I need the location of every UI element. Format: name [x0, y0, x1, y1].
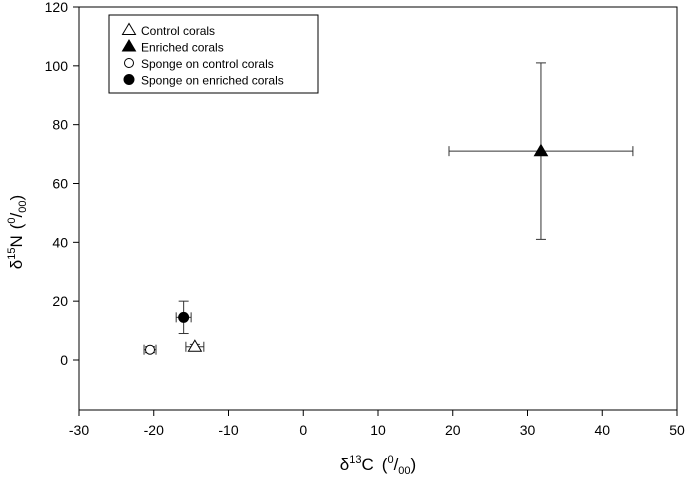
legend-marker-circle-open — [124, 58, 134, 68]
legend-box — [108, 14, 319, 94]
y-tick-label: 60 — [52, 175, 68, 191]
data-point-triangle-filled — [533, 143, 549, 157]
series-2 — [143, 344, 157, 355]
series-1 — [448, 62, 634, 240]
data-point-circle-open — [145, 344, 156, 355]
y-label-element: N — [7, 235, 26, 247]
y-label-slash: / — [7, 212, 26, 217]
y-tick-label: 0 — [60, 352, 68, 368]
legend-label: Sponge on enriched corals — [141, 74, 284, 88]
x-tick-label: 40 — [594, 422, 610, 438]
series-0 — [185, 339, 205, 352]
legend-marker-circle-filled — [123, 74, 135, 85]
x-axis-label: δ13C (0/00) — [340, 454, 416, 477]
legend-label: Enriched corals — [141, 41, 224, 55]
x-tick-label: -20 — [144, 422, 164, 438]
y-axis-label: δ15N(0/00) — [6, 195, 29, 269]
y-tick-label: 20 — [52, 293, 68, 309]
x-tick-label: 0 — [299, 422, 307, 438]
y-label-unit-sub: 00 — [17, 200, 29, 212]
x-label-unit-sup: 0 — [387, 454, 393, 466]
data-point-triangle-open — [187, 339, 203, 352]
x-label-slash: / — [394, 455, 399, 474]
legend-label: Sponge on control corals — [141, 57, 274, 71]
legend-item: Control corals — [121, 22, 215, 38]
y-label-delta: δ — [7, 260, 26, 269]
y-label-unit-sup: 0 — [6, 217, 18, 223]
x-label-element: C — [361, 455, 373, 474]
legend: Control corals Enriched corals Sponge on c… — [108, 14, 319, 94]
legend-item: Enriched corals — [121, 39, 224, 55]
y-tick-label: 100 — [45, 58, 69, 74]
x-label-sup: 13 — [349, 454, 361, 466]
x-tick-label: 10 — [370, 422, 386, 438]
y-tick-label: 80 — [52, 117, 68, 133]
x-tick-label: -10 — [218, 422, 238, 438]
legend-item: Sponge on control corals — [124, 57, 274, 71]
data-marks — [143, 62, 634, 355]
x-tick-label: 20 — [445, 422, 461, 438]
x-tick-label: 30 — [520, 422, 536, 438]
series-3 — [175, 300, 192, 335]
data-point-circle-filled — [178, 311, 190, 323]
x-axis-ticks: -30 -20 -10 0 10 20 30 40 50 — [69, 410, 685, 438]
x-label-unit-sub: 00 — [398, 465, 410, 477]
x-tick-label: -30 — [69, 422, 89, 438]
y-label-sup: 15 — [6, 248, 18, 260]
x-label-delta: δ — [340, 455, 349, 474]
legend-marker-triangle-filled — [121, 39, 137, 52]
y-tick-label: 40 — [52, 234, 68, 250]
x-tick-label: 50 — [669, 422, 685, 438]
legend-label: Control corals — [141, 24, 215, 38]
legend-marker-triangle-open — [121, 22, 137, 36]
y-axis-ticks: 0 20 40 60 80 100 120 — [45, 0, 79, 368]
plot-frame — [78, 6, 678, 411]
y-tick-label: 120 — [45, 0, 69, 15]
legend-item: Sponge on enriched corals — [123, 74, 284, 88]
